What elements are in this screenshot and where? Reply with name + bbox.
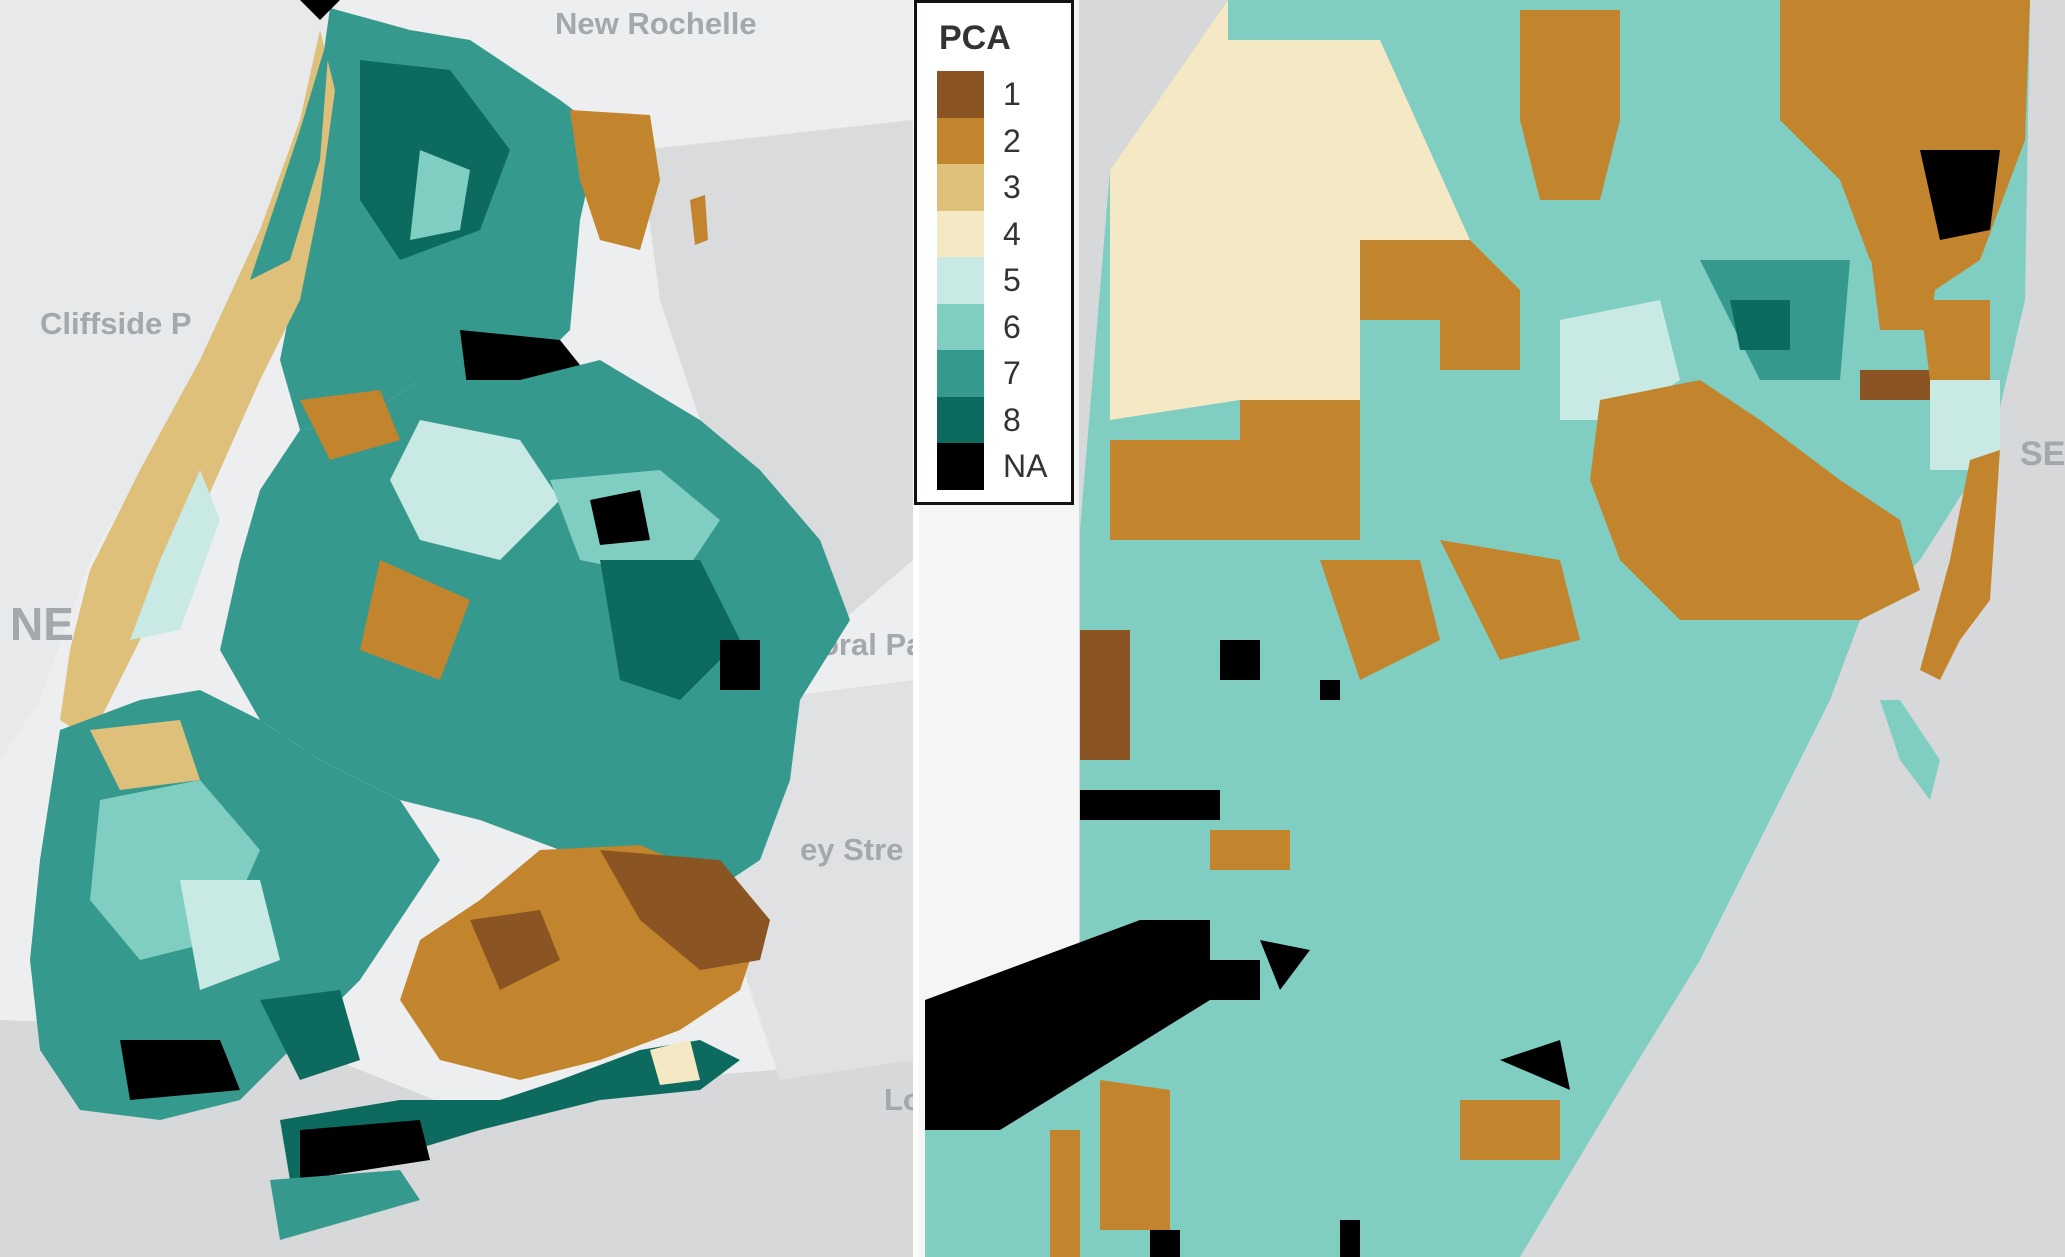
miami-map-panel: SEA — [919, 0, 2065, 1257]
flushing-meadows — [360, 560, 470, 680]
legend-label: 5 — [1003, 262, 1021, 298]
kendall-na-1 — [1220, 640, 1260, 680]
legend-label: 6 — [1003, 308, 1021, 345]
prospect-park — [180, 880, 280, 990]
north-dade-tan — [1520, 10, 1620, 200]
breezy-point — [270, 1170, 420, 1240]
upper-manhattan — [250, 30, 330, 280]
queens-region — [220, 360, 850, 900]
manhattan-na — [300, 0, 340, 20]
nyc-map-panel: New Rochelle Cliffside P NE oral Pa ey S… — [0, 0, 922, 1257]
rockaway-na — [300, 1120, 430, 1180]
kendall-tan-3 — [1440, 540, 1580, 660]
queens-dark-area — [600, 560, 740, 700]
jamaica-bay-marsh — [470, 910, 560, 990]
miami-beach-tan — [1920, 300, 1990, 380]
legend-label: 7 — [1003, 355, 1021, 391]
label-sea: SEA — [2020, 435, 2065, 473]
legend-item: 3 — [937, 164, 1067, 211]
kendall-tan-2 — [1320, 560, 1440, 680]
kendall-tan-1 — [1210, 830, 1290, 870]
legend-label: 8 — [1003, 401, 1021, 438]
south-na-2 — [1340, 1220, 1360, 1257]
city-island — [690, 195, 708, 245]
legend-item: 7 — [937, 350, 1067, 397]
homestead-na-3 — [1500, 1040, 1570, 1090]
manhattan-region — [60, 30, 335, 740]
legend-item: NA — [937, 443, 1067, 490]
pca-legend: PCA 1 2 3 4 5 6 7 8 NA — [914, 0, 1074, 505]
kendall-na-2 — [1320, 680, 1340, 700]
legend-title: PCA — [939, 19, 1011, 57]
legend-swatch — [937, 210, 984, 257]
legend-swatch — [937, 257, 984, 304]
queens-na-1 — [590, 490, 650, 545]
west-dade-tan — [1110, 400, 1360, 540]
queens-tan-area — [300, 390, 400, 460]
north-miami-darker — [1730, 300, 1790, 350]
legend-label: NA — [1003, 448, 1048, 484]
pelham-bay-park — [570, 110, 660, 250]
central-park — [130, 470, 220, 640]
tamiami-na-strip — [1080, 790, 1220, 820]
redland-tan-2 — [1050, 1130, 1080, 1257]
label-cliffside: Cliffside P — [40, 306, 192, 341]
queens-na-2 — [720, 640, 760, 690]
miami-beach-light — [1930, 380, 2000, 470]
legend-swatch — [937, 443, 984, 490]
brooklyn-na — [120, 1040, 240, 1100]
legend-swatch — [937, 164, 984, 211]
legend-swatch — [937, 303, 984, 350]
legend-swatch — [937, 117, 984, 164]
legend-item: 8 — [937, 396, 1067, 443]
legend-item: 6 — [937, 303, 1067, 350]
miami-core-tan — [1590, 380, 1920, 620]
north-na-area — [1920, 150, 2000, 240]
key-biscayne — [1880, 700, 1940, 800]
legend-swatch — [937, 396, 984, 443]
legend-item: 1 — [937, 71, 1067, 118]
legend-item: 5 — [937, 257, 1067, 304]
panel-divider — [913, 0, 919, 1257]
hialeah-gardens — [1360, 240, 1520, 370]
rockaway-beach — [650, 1040, 700, 1085]
legend-item: 2 — [937, 117, 1067, 164]
homestead-na-2 — [1260, 940, 1310, 990]
south-na — [1150, 1230, 1180, 1257]
label-valley-stream: ey Stre — [800, 832, 903, 867]
redland-tan — [1100, 1080, 1170, 1230]
legend-label: 4 — [1003, 215, 1021, 252]
legend-item: 4 — [937, 210, 1067, 257]
legend-label: 3 — [1003, 169, 1021, 205]
label-new-rochelle: New Rochelle — [555, 6, 757, 41]
legend-swatch — [937, 350, 984, 397]
queens-light-area — [390, 420, 560, 560]
label-lo: Lo — [884, 1082, 922, 1117]
little-haiti-brown — [1860, 370, 1930, 400]
bronx-region-light — [410, 150, 470, 240]
jfk-airport — [600, 850, 770, 970]
brooklyn-dark-area — [260, 990, 360, 1080]
key-biscayne-strip — [1920, 450, 2000, 680]
long-island-sound — [640, 120, 913, 640]
west-kendall-brown — [1080, 630, 1130, 760]
brooklyn-heights — [90, 720, 200, 790]
everglades-tan — [1110, 0, 1470, 420]
label-ne: NE — [10, 598, 74, 650]
homestead-na-area — [925, 920, 1260, 1130]
homestead-tan — [1460, 1100, 1560, 1160]
legend-swatch — [937, 71, 984, 118]
legend-label: 1 — [1003, 76, 1021, 112]
nj-land — [0, 0, 340, 760]
legend-label: 2 — [1003, 122, 1021, 159]
